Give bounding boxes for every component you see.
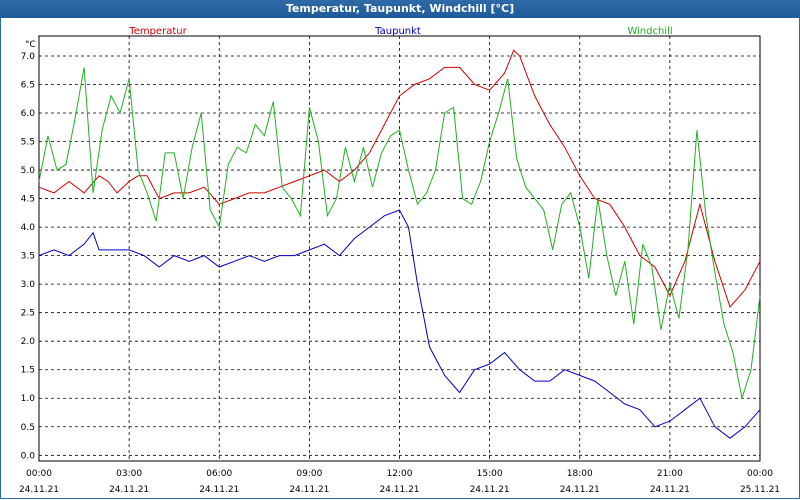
- y-tick-label: 5.0: [21, 166, 36, 176]
- x-tick-date: 24.11.21: [109, 485, 149, 495]
- x-tick-date: 24.11.21: [470, 485, 510, 495]
- y-axis-label: °C: [25, 40, 36, 50]
- legend-windchill: Windchill: [627, 26, 672, 37]
- x-axis: 00:00 24.11.21 03:00 24.11.21 06:00 24.11.21 0…: [19, 469, 780, 495]
- x-tick-date: 24.11.21: [560, 485, 600, 495]
- window-title: Temperatur, Taupunkt, Windchill [°C]: [0, 0, 800, 18]
- y-tick-label: 2.0: [21, 337, 36, 347]
- y-tick-label: 1.5: [21, 366, 35, 376]
- y-axis: 0.0 0.5 1.0 1.5 2.0 2.5 3.0 3.5 4.0 4.5 5.0 5.5 6.0 6…: [21, 52, 36, 461]
- x-tick-date: 24.11.21: [289, 485, 329, 495]
- x-tick-time: 21:00: [657, 469, 683, 479]
- y-tick-label: 6.0: [21, 109, 36, 119]
- y-tick-label: 2.5: [21, 309, 35, 319]
- x-tick-time: 00:00: [26, 469, 52, 479]
- series-line-temperatur: [38, 49, 761, 308]
- y-tick-label: 0.5: [21, 423, 35, 433]
- x-tick-time: 06:00: [206, 469, 232, 479]
- x-tick-date: 24.11.21: [379, 485, 419, 495]
- x-tick-time: 15:00: [477, 469, 503, 479]
- x-tick-time: 00:00: [747, 469, 773, 479]
- y-tick-label: 0.0: [21, 451, 36, 461]
- x-tick-time: 09:00: [296, 469, 322, 479]
- x-tick-date: 25.11.21: [740, 485, 780, 495]
- grid: [39, 36, 760, 461]
- x-tick-date: 24.11.21: [199, 485, 239, 495]
- y-tick-label: 3.0: [21, 280, 36, 290]
- x-tick-date: 24.11.21: [650, 485, 690, 495]
- x-tick-time: 18:00: [567, 469, 593, 479]
- series-line-taupunkt: [38, 209, 761, 439]
- x-tick-time: 12:00: [387, 469, 413, 479]
- y-tick-label: 4.0: [21, 223, 36, 233]
- series-group: [38, 49, 761, 439]
- y-tick-label: 6.5: [21, 80, 35, 90]
- series-line-windchill: [38, 67, 761, 399]
- y-tick-label: 7.0: [21, 52, 36, 62]
- legend-temperatur: Temperatur: [128, 26, 187, 37]
- y-tick-label: 5.5: [21, 138, 35, 148]
- y-tick-label: 4.5: [21, 195, 35, 205]
- y-tick-label: 3.5: [21, 252, 35, 262]
- x-tick-time: 03:00: [116, 469, 142, 479]
- legend-taupunkt: Taupunkt: [374, 26, 421, 37]
- x-tick-date: 24.11.21: [19, 485, 59, 495]
- y-tick-label: 1.0: [21, 394, 36, 404]
